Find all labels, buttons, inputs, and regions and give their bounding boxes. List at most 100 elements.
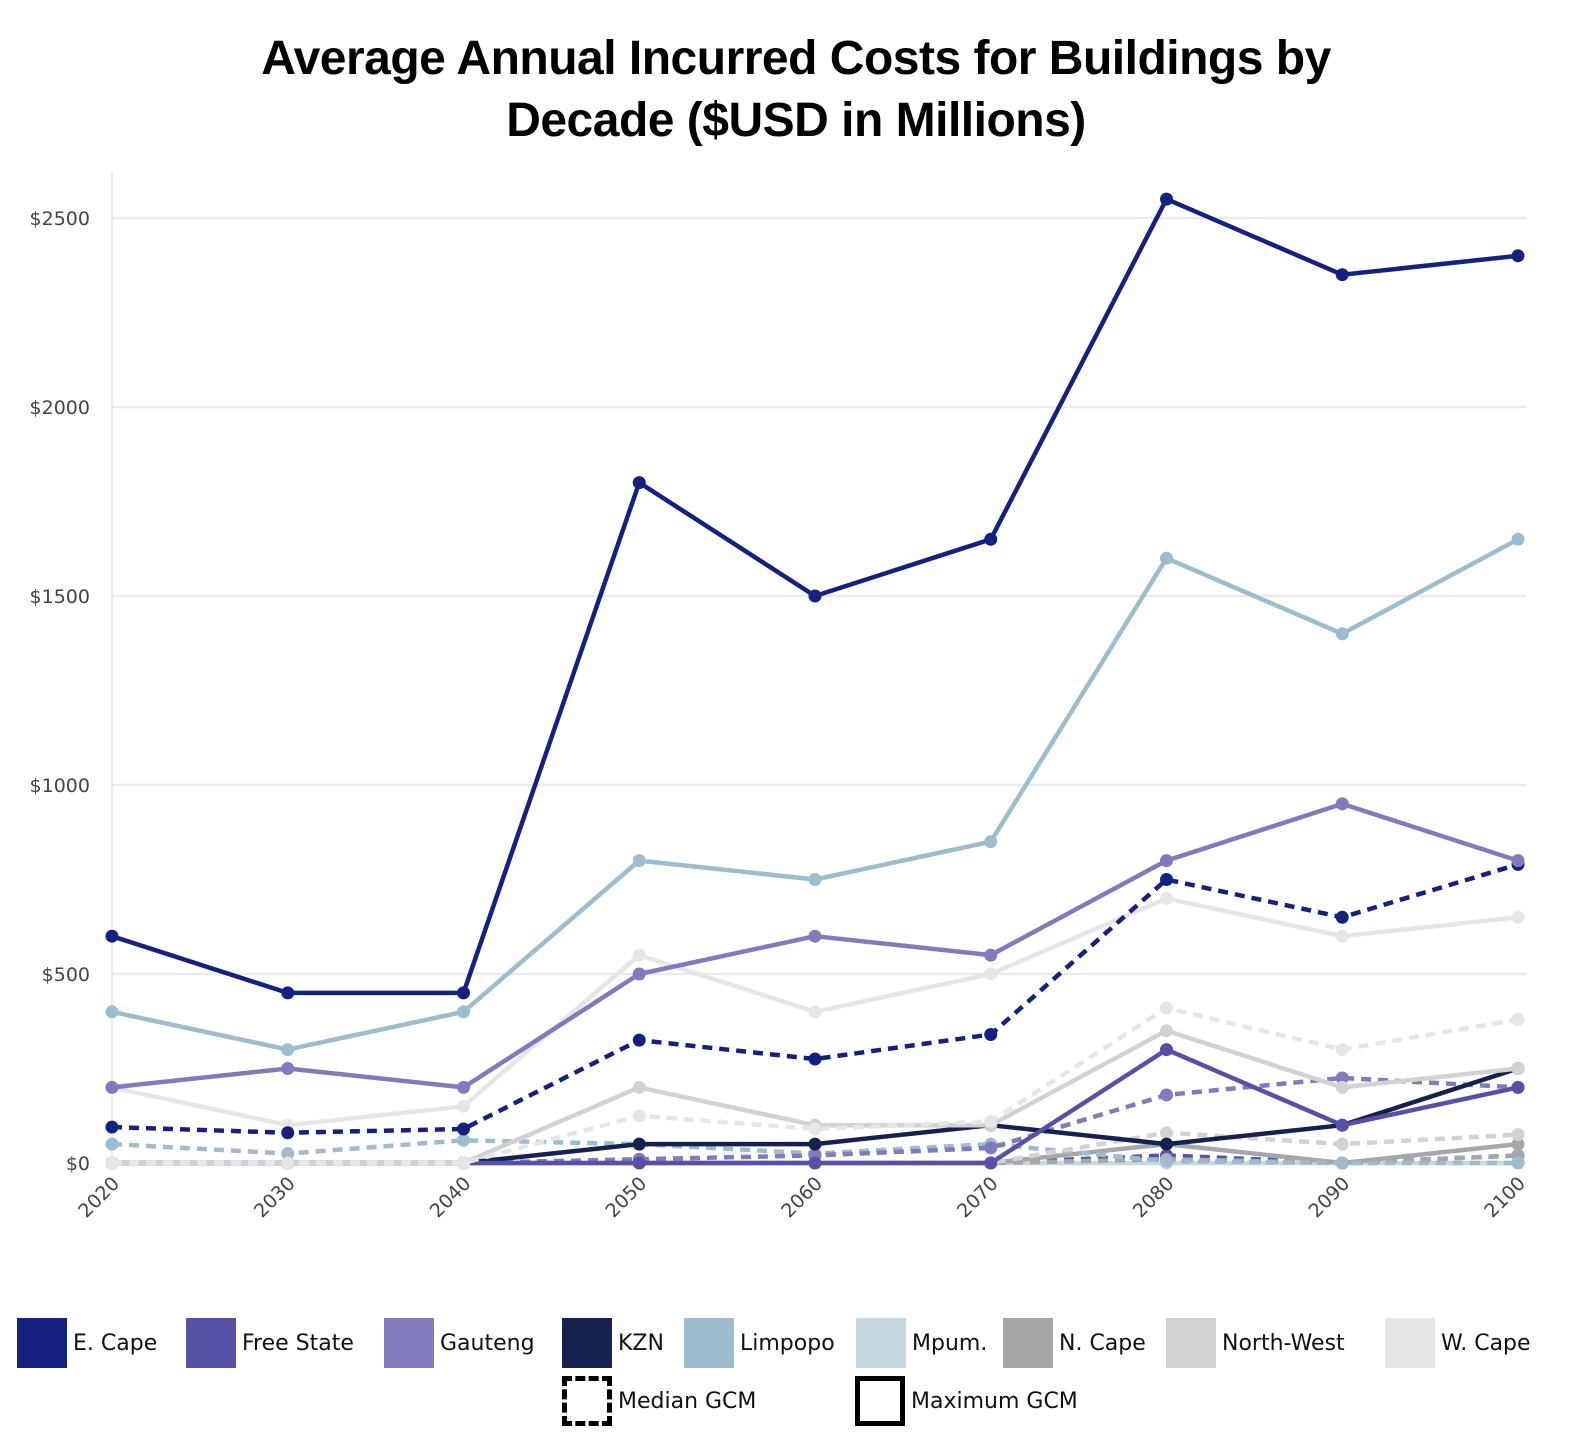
point-e-cape-median (1335, 910, 1349, 924)
point-limpopo-max (105, 1005, 119, 1019)
legend-item: Gauteng (384, 1318, 535, 1368)
point-w-cape-max (632, 948, 646, 962)
y-tick-label: $0 (66, 1153, 90, 1175)
point-free-state-max (632, 1156, 646, 1170)
point-e-cape-median (1160, 873, 1173, 886)
point-gauteng-max (105, 1080, 119, 1094)
point-kzn-max (1160, 1137, 1173, 1151)
legend-label: Limpopo (740, 1330, 835, 1356)
point-north-west-median (1335, 1137, 1349, 1151)
point-e-cape-median (105, 1120, 119, 1134)
point-n-cape-max (1511, 1137, 1525, 1151)
point-e-cape-max (1511, 249, 1525, 263)
legend-item: W. Cape (1385, 1318, 1531, 1368)
point-e-cape-max (457, 986, 470, 1000)
point-gauteng-max (984, 948, 998, 962)
point-limpopo-max (984, 835, 998, 849)
point-kzn-max (808, 1137, 822, 1151)
point-gauteng-max (808, 929, 822, 943)
x-tick-label: 2040 (426, 1172, 476, 1222)
legend-item: Maximum GCM (855, 1376, 1078, 1426)
point-e-cape-max (808, 589, 822, 603)
point-limpopo-max (281, 1043, 295, 1057)
y-tick-label: $2000 (30, 397, 90, 419)
y-tick-label: $2500 (30, 208, 90, 230)
legend-item: KZN (562, 1318, 664, 1368)
legend-swatch (562, 1376, 612, 1426)
point-w-cape-median (281, 1156, 295, 1170)
y-tick-label: $1000 (30, 775, 90, 797)
point-gauteng-median (984, 1141, 998, 1155)
point-limpopo-median (1160, 1154, 1173, 1168)
point-north-west-max (632, 1080, 646, 1094)
point-w-cape-max (984, 967, 998, 981)
legend-swatch (186, 1318, 236, 1368)
point-w-cape-median (984, 1114, 998, 1128)
x-tick-label: 2100 (1480, 1172, 1530, 1222)
series-line-w-cape-median (112, 1005, 1519, 1166)
point-w-cape-max (1511, 910, 1525, 924)
legend-gcm: Median GCM Maximum GCM (0, 1376, 1592, 1434)
point-north-west-max (1335, 1080, 1349, 1094)
legend-label: KZN (618, 1330, 664, 1356)
point-limpopo-max (808, 873, 822, 886)
point-e-cape-max (105, 929, 119, 943)
point-limpopo-max (457, 1005, 470, 1019)
legend-swatch (1003, 1318, 1053, 1368)
legend-label: Gauteng (440, 1330, 535, 1356)
point-w-cape-median (457, 1156, 470, 1170)
point-limpopo-median (105, 1137, 119, 1151)
point-w-cape-max (1335, 929, 1349, 943)
x-tick-label: 2070 (953, 1172, 1003, 1222)
point-w-cape-median (1160, 1001, 1173, 1015)
point-kzn-max (632, 1137, 646, 1151)
point-e-cape-median (632, 1033, 646, 1047)
legend-item: Free State (186, 1318, 354, 1368)
point-w-cape-median (1511, 1012, 1525, 1026)
point-e-cape-max (1335, 268, 1349, 282)
legend-label: Free State (242, 1330, 354, 1356)
legend-swatch (1385, 1318, 1435, 1368)
legend-swatch (856, 1318, 906, 1368)
point-w-cape-max (808, 1005, 822, 1019)
chart-title-line-1: Average Annual Incurred Costs for Buildi… (261, 32, 1331, 85)
point-w-cape-median (1335, 1043, 1349, 1057)
legend-item: North-West (1166, 1318, 1345, 1368)
point-limpopo-max (1511, 532, 1525, 546)
legend-swatch (684, 1318, 734, 1368)
x-tick-label: 2020 (74, 1172, 124, 1222)
point-gauteng-max (1335, 797, 1349, 811)
point-limpopo-median (281, 1147, 295, 1161)
point-w-cape-median (105, 1156, 119, 1170)
point-free-state-max (984, 1156, 998, 1170)
point-e-cape-max (984, 532, 998, 546)
legend-label: Median GCM (618, 1388, 757, 1414)
x-tick-label: 2030 (250, 1172, 300, 1222)
point-north-west-median (1511, 1128, 1525, 1142)
chart-title-line-2: Decade ($USD in Millions) (506, 94, 1086, 147)
legend-swatch (17, 1318, 67, 1368)
point-w-cape-max (1160, 891, 1173, 905)
legend-label: E. Cape (73, 1330, 158, 1356)
line-chart: $0 $500 $1000 $1500 $2000 $2500 2020 2030 2040 20… (30, 172, 1530, 1222)
point-e-cape-max (632, 476, 646, 490)
legend-regions: E. Cape Free State Gauteng KZN Limpopo Mpum. N… (0, 1318, 1592, 1376)
point-north-west-max (1160, 1024, 1173, 1038)
point-e-cape-median (984, 1027, 998, 1041)
legend-label: Maximum GCM (911, 1388, 1078, 1414)
legend-label: W. Cape (1441, 1330, 1531, 1356)
y-tick-label: $1500 (30, 586, 90, 608)
legend-swatch (384, 1318, 434, 1368)
legend-item: N. Cape (1003, 1318, 1146, 1368)
point-e-cape-median (808, 1052, 822, 1066)
point-limpopo-max (1335, 627, 1349, 641)
legend: E. Cape Free State Gauteng KZN Limpopo Mpum. N… (0, 1318, 1592, 1434)
series-line-e-cape-median (111, 862, 1519, 1136)
x-tick-label: 2080 (1129, 1172, 1179, 1222)
point-w-cape-max (457, 1099, 470, 1113)
point-north-west-median (1160, 1126, 1173, 1140)
legend-swatch (1166, 1318, 1216, 1368)
legend-item: E. Cape (17, 1318, 157, 1368)
point-limpopo-median (1335, 1156, 1349, 1170)
point-w-cape-median (632, 1109, 646, 1123)
